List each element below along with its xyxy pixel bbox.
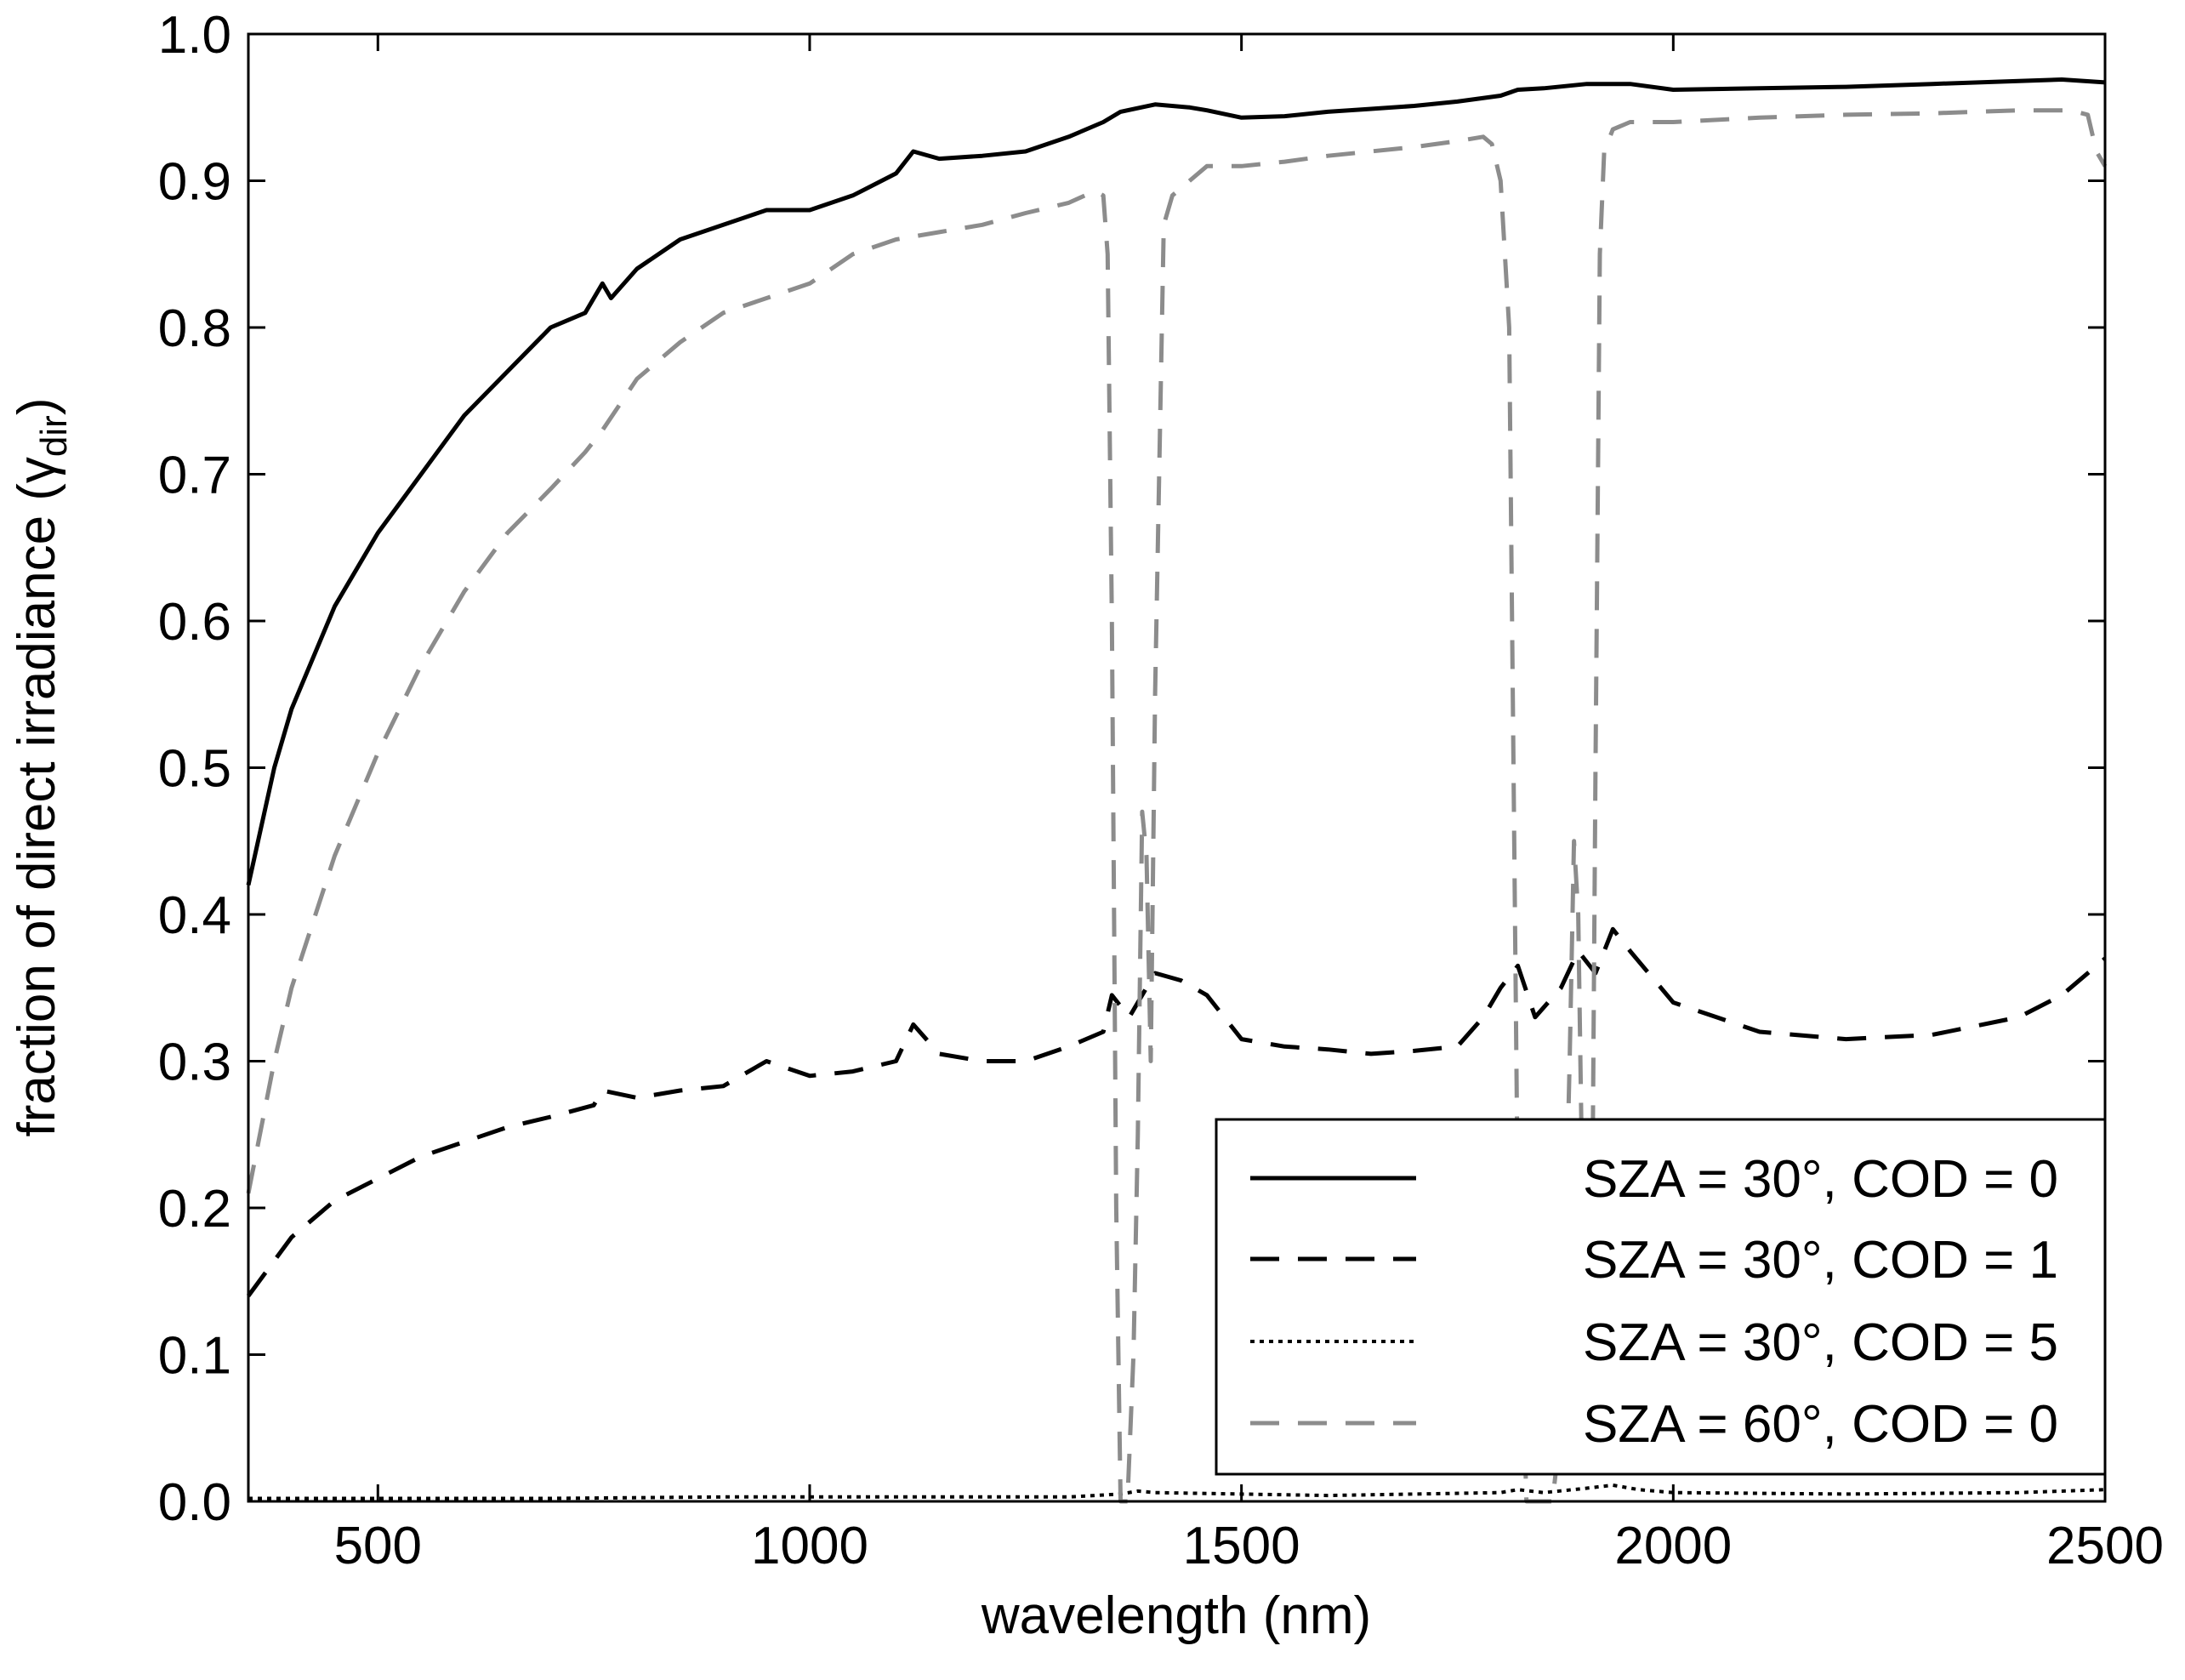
y-tick-label-6: 0.6: [158, 593, 231, 652]
series-line-0: [246, 77, 2106, 886]
y-tick-label-7: 0.7: [158, 447, 231, 505]
x-axis-label: wavelength (nm): [981, 1586, 1371, 1645]
y-tick-label-9: 0.9: [158, 153, 231, 212]
series-line-3: [246, 108, 2108, 1504]
x-tick-label-0: 500: [334, 1517, 422, 1575]
y-tick-label-3: 0.3: [158, 1034, 231, 1092]
legend-label-3: SZA = 60°, COD = 0: [1583, 1395, 2058, 1454]
y-tick-label-5: 0.5: [158, 740, 231, 799]
x-tick-label-3: 2000: [1614, 1517, 1732, 1575]
x-tick-label-1: 1000: [751, 1517, 868, 1575]
series-line-2: [248, 1484, 2106, 1501]
legend-label-2: SZA = 30°, COD = 5: [1583, 1313, 2058, 1372]
y-tick-label-0: 0.0: [158, 1473, 231, 1532]
y-axis-label-subscript: dir: [33, 415, 75, 457]
y-tick-label-1: 0.1: [158, 1327, 231, 1386]
series-layer: [246, 77, 2108, 1504]
y-axis-label-main: fraction of direct irradiance (γ: [8, 457, 66, 1136]
legend: SZA = 30°, COD = 0 SZA = 30°, COD = 1 SZ…: [1215, 1118, 2107, 1476]
series-line-1: [246, 926, 2107, 1297]
y-tick-label-2: 0.2: [158, 1180, 231, 1239]
y-axis-label: fraction of direct irradiance (γdir): [8, 398, 75, 1137]
x-tick-label-2: 1500: [1183, 1517, 1300, 1575]
y-tick-label-8: 0.8: [158, 299, 231, 358]
x-tick-label-4: 2500: [2046, 1517, 2164, 1575]
legend-label-0: SZA = 30°, COD = 0: [1583, 1150, 2058, 1209]
y-axis-label-suffix: ): [8, 398, 66, 416]
y-tick-label-10: 1.0: [158, 6, 231, 65]
plot-frame: [247, 32, 2107, 1503]
y-tick-label-4: 0.4: [158, 886, 231, 945]
tick-labels-layer: 500 1000 1500 2000 2500 0.0 0.1 0.2 0.3 0.4 0.5 0.6…: [158, 6, 2164, 1575]
legend-label-1: SZA = 30°, COD = 1: [1583, 1231, 2058, 1290]
